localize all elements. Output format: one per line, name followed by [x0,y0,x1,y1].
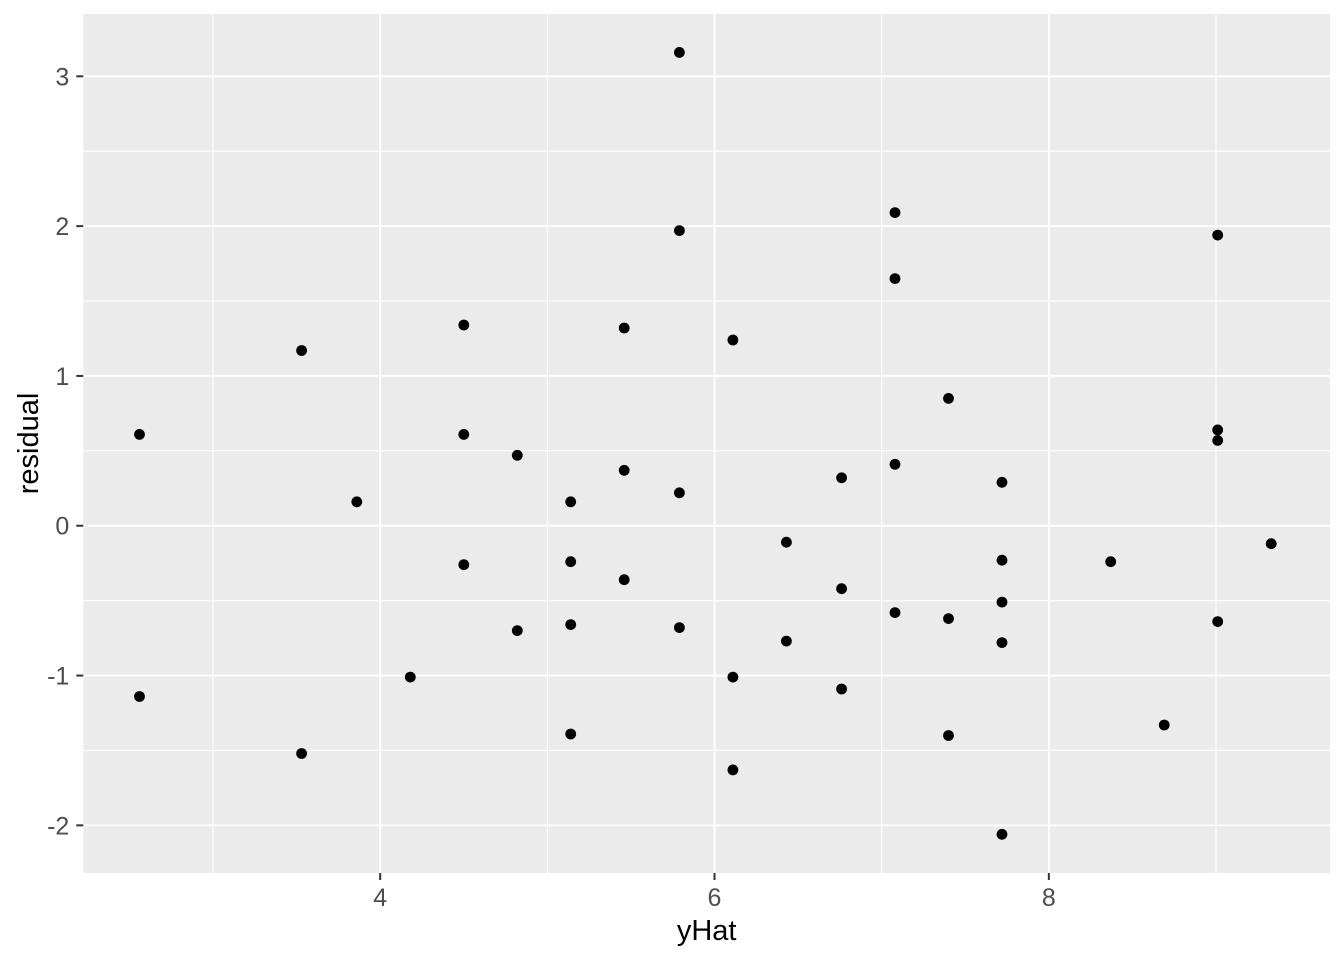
y-tick-label: 2 [55,213,69,241]
data-point [836,683,847,695]
x-axis-title: yHat [677,915,737,947]
data-point [1212,435,1224,446]
y-tick-label: -2 [47,812,69,840]
data-point [943,730,954,741]
data-point [996,476,1008,488]
x-axis-tick-labels: 4 6 8 [373,884,1056,912]
data-point [1105,556,1117,568]
data-point [727,764,739,776]
data-point [618,322,630,334]
data-point [1212,616,1224,627]
y-tick-label: 3 [55,63,69,91]
data-point [674,47,685,58]
data-point [296,748,307,759]
data-point [889,273,901,284]
plot-panel [83,14,1330,873]
x-tick-label: 6 [708,884,722,912]
y-axis-title: residual [13,393,45,495]
data-point [1212,229,1224,241]
data-point [565,556,577,568]
data-point [996,554,1008,566]
data-point [674,487,685,499]
data-point [943,393,954,404]
x-tick-label: 8 [1042,884,1056,912]
data-point [996,637,1008,648]
data-points [134,47,1277,840]
data-point [781,536,792,548]
data-point [943,613,954,624]
data-point [889,607,901,618]
data-point [404,671,416,683]
major-gridlines [83,14,1330,873]
data-point [727,671,739,683]
data-point [618,574,630,586]
data-point [565,619,577,630]
data-point [1212,424,1224,436]
y-tick-label: 1 [55,363,69,391]
data-point [618,464,630,476]
data-point [458,319,470,331]
data-point [889,458,901,470]
data-point [781,635,792,647]
data-point [836,583,847,595]
data-point [1158,719,1170,731]
y-tick-label: 0 [55,513,69,541]
data-point [674,225,685,237]
data-point [296,345,307,356]
minor-gridlines [83,14,1330,873]
data-point [458,429,470,440]
data-point [511,449,523,461]
data-point [565,496,577,508]
y-tick-label: -1 [47,663,69,691]
data-point [674,622,685,633]
data-point [134,429,145,440]
data-point [458,559,470,571]
data-point [134,691,145,702]
data-point [996,596,1008,608]
data-point [351,496,363,508]
y-axis-tick-labels: 3 2 1 0 -1 -2 [47,63,69,840]
data-point [511,625,523,636]
data-point [727,334,739,346]
data-point [836,472,847,484]
axis-tick-marks [76,75,1050,880]
data-point [565,728,577,740]
data-point [996,828,1008,840]
data-point [889,207,901,219]
x-tick-label: 4 [373,884,387,912]
data-point [1265,538,1277,550]
